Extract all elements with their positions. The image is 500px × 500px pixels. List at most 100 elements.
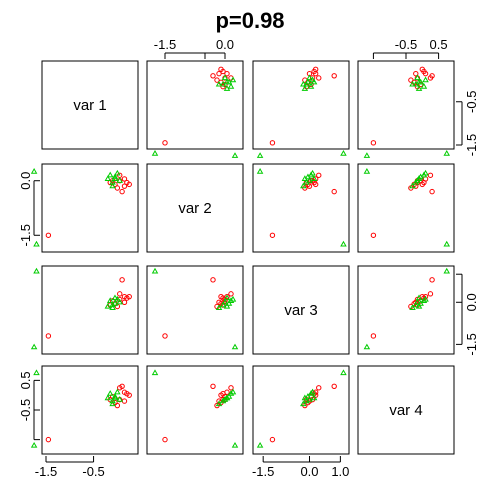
tick-label: -0.5	[82, 464, 104, 479]
green-point	[340, 369, 347, 376]
green-point	[306, 177, 313, 183]
green-point	[111, 294, 119, 301]
red-point	[306, 183, 313, 189]
red-point	[126, 293, 132, 300]
red-point	[413, 299, 419, 305]
red-point	[121, 176, 128, 182]
green-point	[363, 168, 371, 174]
green-point	[109, 397, 116, 404]
left-axis-var2: -1.5 0.0	[18, 172, 40, 246]
tick-label: 0.0	[464, 293, 479, 311]
tick-label: -1.5	[35, 464, 57, 479]
green-point	[304, 78, 312, 85]
green-point	[30, 441, 38, 448]
green-point	[215, 304, 223, 310]
green-point	[221, 74, 229, 81]
green-point	[104, 175, 112, 182]
panel-frame	[41, 163, 139, 253]
red-point	[331, 188, 337, 195]
green-point	[33, 267, 40, 274]
tick-label: 0.0	[216, 37, 234, 52]
red-point	[413, 70, 419, 77]
green-point	[30, 343, 38, 350]
green-point	[414, 74, 421, 81]
green-point	[109, 182, 116, 189]
green-point	[223, 78, 231, 85]
red-point	[45, 232, 52, 238]
green-point	[104, 394, 112, 401]
panel-frame	[252, 265, 350, 355]
green-point	[229, 76, 237, 83]
red-point	[218, 293, 224, 300]
green-point	[223, 394, 231, 401]
red-point	[114, 185, 121, 191]
green-point	[151, 150, 159, 156]
green-point	[409, 304, 416, 310]
green-point	[310, 394, 318, 401]
green-point	[415, 78, 423, 85]
green-point	[443, 267, 451, 274]
green-point	[111, 394, 119, 401]
green-point	[363, 152, 371, 158]
bottom-axis-var3: -1.5 0.0 1.0	[252, 456, 349, 479]
green-point	[306, 74, 313, 81]
green-point	[227, 297, 235, 303]
green-point	[104, 302, 112, 309]
red-point	[316, 172, 322, 178]
green-point	[109, 301, 116, 308]
right-axis-var3: -1.5 0.0	[456, 273, 479, 356]
red-point	[117, 385, 123, 391]
green-point	[412, 301, 420, 308]
red-point	[45, 436, 52, 443]
red-point	[119, 188, 125, 195]
green-point	[151, 267, 159, 274]
green-point	[114, 295, 121, 302]
tick-label: -0.5	[395, 37, 417, 52]
panel-frame	[41, 265, 139, 355]
panel-frame	[146, 365, 244, 455]
green-point	[221, 298, 229, 305]
green-point	[414, 298, 421, 305]
panel-frame	[252, 163, 350, 253]
green-point	[219, 397, 227, 404]
red-point	[114, 402, 121, 409]
green-point	[420, 83, 428, 89]
green-point	[300, 80, 307, 87]
green-point	[229, 295, 237, 302]
green-point	[310, 78, 318, 85]
tick-label: -0.5	[18, 399, 33, 421]
tick-label: -1.5	[464, 333, 479, 355]
green-point	[111, 173, 119, 180]
green-point	[309, 388, 316, 395]
panel-frame	[146, 60, 244, 150]
green-point	[415, 85, 423, 91]
red-point	[427, 172, 434, 178]
green-point	[106, 297, 114, 303]
red-point	[214, 77, 220, 83]
red-point	[316, 75, 322, 81]
green-point	[231, 441, 239, 448]
red-point	[162, 333, 168, 339]
green-point	[340, 150, 347, 156]
red-point	[427, 75, 434, 81]
green-point	[256, 441, 264, 448]
green-point	[114, 388, 121, 395]
red-point	[220, 83, 226, 90]
red-point	[331, 383, 337, 389]
red-point	[312, 66, 319, 73]
red-point	[224, 70, 230, 77]
panel-frame	[357, 163, 455, 253]
green-point	[422, 295, 429, 302]
green-point	[443, 240, 451, 247]
red-point	[210, 383, 216, 389]
green-point	[340, 240, 347, 247]
red-point	[331, 73, 337, 79]
red-point	[427, 291, 434, 297]
right-axis-var1: -1.5 -0.5	[456, 91, 479, 156]
panel-frame	[146, 265, 244, 355]
green-point	[225, 300, 233, 306]
green-point	[363, 343, 371, 350]
green-point	[114, 169, 121, 176]
red-point	[117, 291, 123, 297]
